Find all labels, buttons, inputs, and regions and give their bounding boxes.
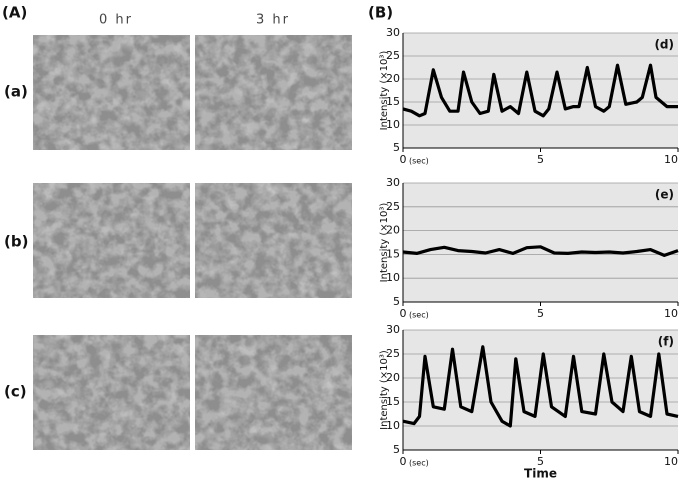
chart-panel-label: (e)	[655, 188, 674, 202]
y-axis-label: Intensity (×10³)	[379, 350, 390, 430]
panel-label: (A)	[2, 4, 27, 22]
micrograph-highlight	[33, 183, 190, 298]
y-tick-label: 15	[386, 247, 400, 260]
micrographs	[33, 35, 352, 450]
y-tick-label: 15	[386, 395, 400, 408]
plot-area	[403, 33, 678, 148]
y-tick-label: 25	[386, 200, 400, 213]
y-tick-label: 30	[386, 26, 400, 39]
x-tick-label: 10	[664, 455, 678, 468]
plot-area	[403, 330, 678, 450]
y-tick-label: 5	[393, 443, 400, 456]
chart-panel-label: (d)	[654, 38, 674, 52]
y-tick-label: 25	[386, 347, 400, 360]
row-label: (c)	[4, 383, 27, 401]
y-tick-label: 10	[386, 419, 400, 432]
x-unit: (sec)	[409, 459, 429, 468]
y-tick-label: 30	[386, 323, 400, 336]
y-axis-label: Intensity (×10³)	[379, 203, 390, 283]
micrograph-highlight	[33, 335, 190, 450]
data-line	[402, 345, 679, 428]
x-tick-label: 0	[400, 455, 407, 468]
x-tick-label: 0	[400, 307, 407, 320]
y-tick-label: 15	[386, 95, 400, 108]
x-tick-label: 5	[537, 153, 544, 166]
y-tick-label: 10	[386, 271, 400, 284]
y-tick-label: 5	[393, 141, 400, 154]
y-tick-label: 20	[386, 224, 400, 237]
y-tick-label: 5	[393, 295, 400, 308]
y-tick-label: 30	[386, 176, 400, 189]
micrograph-highlight	[33, 35, 190, 150]
x-tick-label: 5	[537, 307, 544, 320]
x-axis-label: Time	[524, 467, 557, 481]
x-unit: (sec)	[409, 157, 429, 166]
data-line	[402, 245, 679, 257]
y-axis-label: Intensity (×10³)	[379, 51, 390, 131]
x-tick-label: 10	[664, 307, 678, 320]
x-tick-label: 10	[664, 153, 678, 166]
chart-panel-label: (f)	[658, 335, 674, 349]
x-tick-label: 0	[400, 153, 407, 166]
data-line	[402, 63, 678, 118]
y-tick-label: 25	[386, 49, 400, 62]
column-label: 0 hr	[99, 13, 133, 28]
row-label: (a)	[4, 83, 28, 101]
y-tick-label: 10	[386, 118, 400, 131]
column-label: 3 hr	[256, 13, 290, 28]
y-tick-label: 20	[386, 371, 400, 384]
x-tick-label: 5	[537, 455, 544, 468]
micrograph-highlight	[195, 35, 352, 150]
plot-area	[403, 183, 678, 302]
y-tick-label: 20	[386, 72, 400, 85]
micrograph-highlight	[195, 335, 352, 450]
row-label: (b)	[4, 233, 28, 251]
micrograph-highlight	[195, 183, 352, 298]
panel-label: (B)	[368, 4, 393, 22]
x-unit: (sec)	[409, 311, 429, 320]
